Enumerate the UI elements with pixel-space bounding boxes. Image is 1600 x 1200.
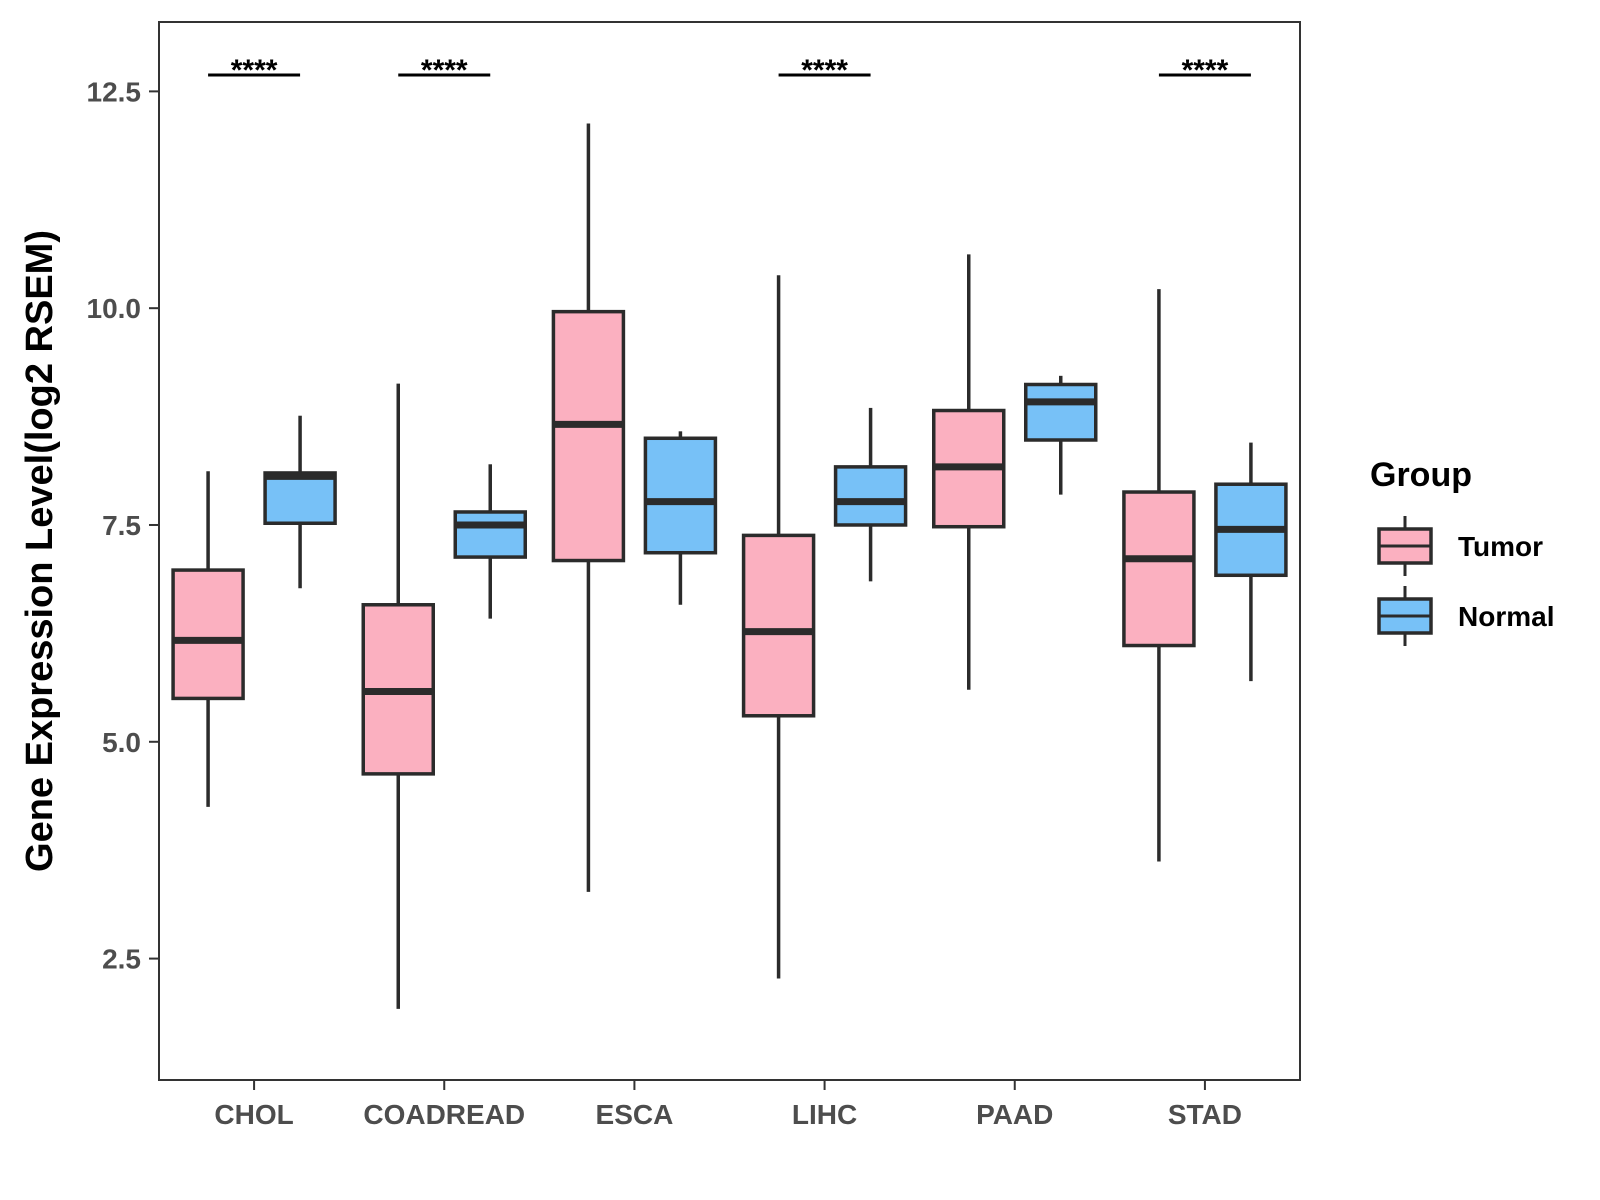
legend-item-tumor: Tumor [1377,516,1543,576]
box-tumor-stad [1122,289,1196,862]
significance-label: **** [1182,54,1229,87]
box-body [171,568,245,701]
y-tick-label: 7.5 [102,510,141,541]
significance-stad: **** [1158,54,1251,87]
box-tumor-esca [551,123,626,892]
box-body [1122,490,1196,648]
box-body [453,510,527,559]
significance-group: **** **** **** **** [208,54,1251,87]
significance-label: **** [801,54,848,87]
box-normal-chol [263,415,337,589]
x-axis: CHOL COADREAD ESCA LIHC PAAD STAD [214,1080,1242,1130]
plot-panel [158,21,1301,1081]
x-tick-label-paad: PAAD [976,1099,1053,1130]
y-tick-label: 5.0 [102,727,141,758]
box-tumor-chol [171,471,245,807]
box-body [833,465,908,527]
significance-label: **** [231,54,278,87]
box-tumor-lihc [741,275,816,979]
y-axis-title: Gene Expression Level(log2 RSEM) [19,230,61,872]
x-tick-label-lihc: LIHC [792,1099,857,1130]
box-normal-esca [643,431,718,605]
legend-item-normal: Normal [1377,586,1554,646]
legend-label: Tumor [1458,531,1543,562]
x-tick-label-esca: ESCA [596,1099,674,1130]
legend: Group Tumor Normal [1370,456,1554,646]
significance-label: **** [421,54,468,87]
box-body [551,309,626,563]
legend-label: Normal [1458,601,1554,632]
significance-coadread: **** [398,54,491,87]
y-tick-label: 2.5 [102,944,141,975]
box-tumor-coadread [361,383,435,1009]
box-normal-stad [1214,442,1288,682]
box-normal-paad [1024,375,1098,495]
x-tick-label-chol: CHOL [214,1099,293,1130]
box-body [1024,382,1098,442]
box-normal-coadread [453,464,527,619]
box-body [263,471,337,525]
y-tick-label: 10.0 [87,293,142,324]
significance-chol: **** [208,54,301,87]
legend-title: Group [1370,456,1472,494]
y-axis: 2.5 5.0 7.5 10.0 12.5 [87,76,159,975]
y-tick-label: 12.5 [87,76,142,107]
box-body [643,436,718,555]
x-tick-label-stad: STAD [1168,1099,1242,1130]
x-tick-label-coadread: COADREAD [363,1099,525,1130]
significance-lihc: **** [778,54,871,87]
box-tumor-paad [932,254,1006,690]
box-body [741,533,816,718]
box-normal-lihc [833,407,908,582]
box-series-group [171,123,1288,1009]
